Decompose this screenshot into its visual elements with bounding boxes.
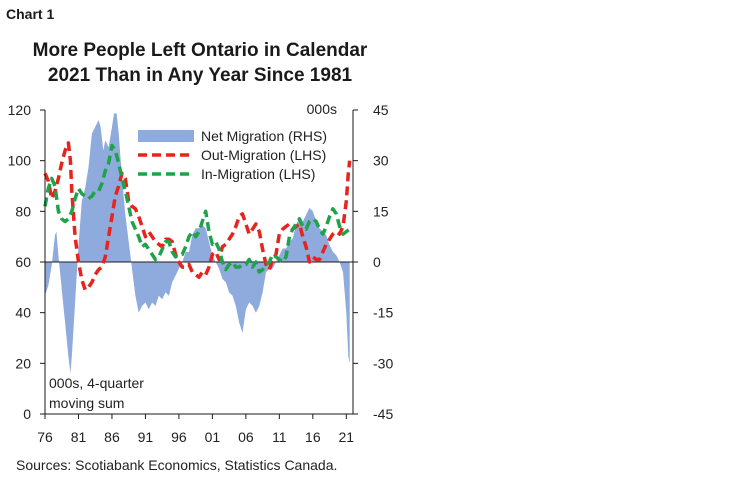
annotation-line-2: moving sum [49,395,124,411]
x-tick-label: 01 [205,429,221,445]
left-tick-label: 0 [23,406,31,422]
chart-number-label: Chart 1 [6,6,55,22]
left-tick-label: 100 [8,153,32,169]
right-tick-label: 0 [373,254,381,270]
left-tick-label: 80 [15,203,31,219]
x-tick-label: 21 [339,429,355,445]
x-tick-label: 81 [71,429,87,445]
legend-label-net: Net Migration (RHS) [201,128,327,144]
annotation-line-1: 000s, 4-quarter [49,375,144,391]
right-tick-label: 45 [373,102,389,118]
x-tick-label: 11 [272,429,287,445]
right-axis-unit-label: 000s [307,101,337,117]
right-tick-label: 30 [373,153,389,169]
x-tick-label: 96 [171,429,187,445]
left-tick-label: 20 [15,355,31,371]
left-tick-label: 40 [15,305,31,321]
x-tick-label: 91 [138,429,154,445]
right-tick-label: -30 [373,355,393,371]
in-migration-line [43,143,351,274]
left-tick-label: 60 [15,254,31,270]
right-tick-label: -15 [373,305,393,321]
chart-title-line-1: More People Left Ontario in Calendar [32,40,368,61]
x-tick-label: 16 [305,429,321,445]
right-tick-label: 15 [373,203,389,219]
right-tick-label: -45 [373,406,393,422]
legend-label-in-migration: In-Migration (LHS) [201,166,315,182]
x-tick-label: 06 [238,429,254,445]
left-tick-label: 120 [8,102,32,118]
legend-swatch-net [138,130,194,142]
chart-title: More People Left Ontario in Calendar 202… [0,38,400,88]
chart-title-line-2: 2021 Than in Any Year Since 1981 [47,65,353,86]
out-migration-line [43,141,352,292]
x-tick-label: 86 [104,429,120,445]
x-tick-label: 76 [37,429,53,445]
legend-label-out-migration: Out-Migration (LHS) [201,147,326,163]
source-note: Sources: Scotiabank Economics, Statistic… [16,457,338,473]
